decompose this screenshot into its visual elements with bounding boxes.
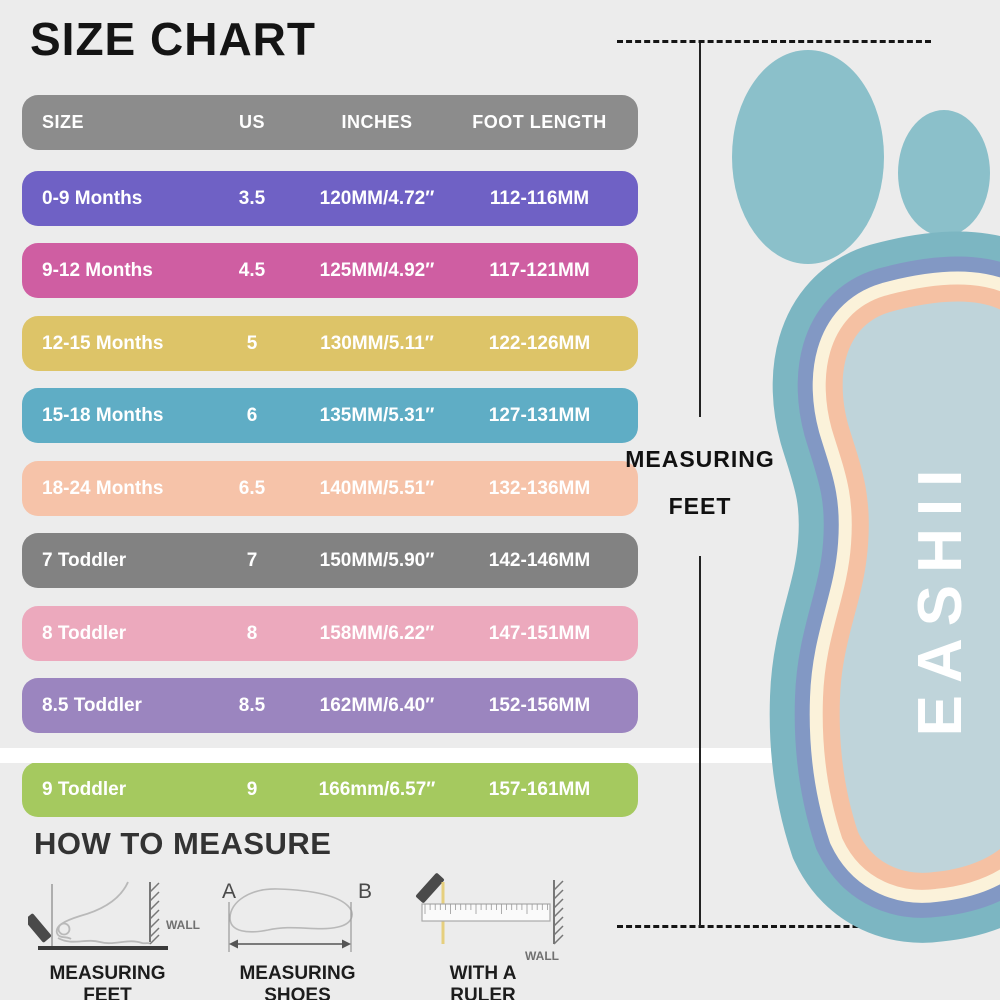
cell-size: 9 Toddler [42, 778, 127, 800]
guide-vertical-line-lower [699, 556, 701, 927]
cell-foot-length: 122-126MM [488, 332, 591, 354]
wall-text: WALL [525, 949, 559, 963]
cell-us: 8.5 [238, 694, 266, 716]
cell-inches: 150MM/5.90″ [319, 549, 435, 571]
big-toe-oval [732, 50, 884, 264]
table-row: 8 Toddler 8 158MM/6.22″ 147-151MM [22, 606, 638, 661]
cell-inches: 125MM/4.92″ [319, 259, 435, 281]
cell-size: 9-12 Months [42, 259, 153, 281]
cell-foot-length: 142-146MM [488, 549, 591, 571]
guide-dashed-bottom-line [617, 925, 931, 928]
table-row: 15-18 Months 6 135MM/5.31″ 127-131MM [22, 388, 638, 443]
cell-inches: 166mm/6.57″ [318, 778, 436, 800]
wall-text: WALL [166, 918, 200, 932]
cell-size: 8 Toddler [42, 622, 127, 644]
foot-sketch [55, 881, 151, 945]
cell-size: 18-24 Months [42, 477, 164, 499]
shoe-sole-outline [229, 888, 353, 933]
cell-foot-length: 157-161MM [488, 778, 591, 800]
cell-size: 0-9 Months [42, 187, 143, 209]
guide-vertical-line-upper [699, 43, 701, 417]
cell-inches: 140MM/5.51″ [319, 477, 435, 499]
cell-us: 9 [246, 778, 258, 800]
cell-size: 12-15 Months [42, 332, 164, 354]
wall-icon [553, 880, 564, 945]
cell-inches: 162MM/6.40″ [319, 694, 435, 716]
point-a-label: A [222, 880, 236, 903]
cell-us: 5 [246, 332, 258, 354]
with-a-ruler-caption: WITH A RULER [449, 963, 517, 1000]
pencil-icon [28, 913, 52, 943]
table-row: 0-9 Months 3.5 120MM/4.72″ 112-116MM [22, 171, 638, 226]
header-size: SIZE [42, 112, 85, 132]
ruler-icon [421, 903, 551, 922]
footprint-rings-graphic [769, 231, 1000, 943]
header-us: US [238, 112, 265, 132]
page-title: SIZE CHART [30, 13, 316, 65]
table-row: 18-24 Months 6.5 140MM/5.51″ 132-136MM [22, 461, 638, 516]
cell-size: 8.5 Toddler [42, 694, 142, 716]
how-to-measure-heading: HOW TO MEASURE [34, 826, 332, 861]
length-arrow-icon [229, 939, 351, 949]
measuring-feet-caption: MEASURING FEET [49, 963, 166, 1000]
measuring-shoes-caption: MEASURING SHOES [239, 963, 356, 1000]
table-row: 9 Toddler 9 166mm/6.57″ 157-161MM [22, 762, 638, 817]
cell-inches: 135MM/5.31″ [319, 404, 435, 426]
table-row: 7 Toddler 7 150MM/5.90″ 142-146MM [22, 533, 638, 588]
cell-us: 7 [246, 549, 258, 571]
point-b-label: B [358, 880, 372, 903]
with-a-ruler-diagram: WALL [416, 873, 564, 963]
cell-foot-length: 127-131MM [488, 404, 591, 426]
measuring-feet-label: MEASURING FEET [610, 446, 790, 540]
pencil-icon [416, 873, 444, 903]
table-row: 12-15 Months 5 130MM/5.11″ 122-126MM [22, 316, 638, 371]
measuring-shoes-diagram: A B [222, 880, 372, 952]
table-row: 9-12 Months 4.5 125MM/4.92″ 117-121MM [22, 243, 638, 298]
measuring-feet-label-line1: MEASURING [625, 446, 775, 472]
small-toe-oval [898, 110, 990, 236]
header-foot-length: FOOT LENGTH [472, 112, 607, 132]
cell-foot-length: 112-116MM [489, 187, 590, 209]
cell-us: 3.5 [238, 187, 266, 209]
cell-foot-length: 117-121MM [489, 259, 590, 281]
cell-size: 7 Toddler [42, 549, 127, 571]
measuring-feet-diagram: WALL [28, 881, 200, 950]
cell-inches: 158MM/6.22″ [319, 622, 435, 644]
measuring-feet-label-line2: FEET [668, 493, 732, 519]
cell-us: 6.5 [238, 477, 266, 499]
table-header-row: SIZE US INCHES FOOT LENGTH [22, 95, 638, 150]
table-row: 8.5 Toddler 8.5 162MM/6.40″ 152-156MM [22, 678, 638, 733]
cell-size: 15-18 Months [42, 404, 164, 426]
cell-us: 4.5 [238, 259, 266, 281]
cell-inches: 120MM/4.72″ [319, 187, 435, 209]
cell-us: 6 [246, 404, 258, 426]
cell-foot-length: 152-156MM [488, 694, 591, 716]
cell-foot-length: 147-151MM [488, 622, 591, 644]
wall-icon [149, 882, 160, 945]
cell-foot-length: 132-136MM [488, 477, 591, 499]
white-divider-strip [0, 748, 1000, 763]
guide-dashed-top-line [617, 40, 931, 43]
cell-inches: 130MM/5.11″ [320, 332, 434, 354]
header-inches: INCHES [341, 112, 413, 132]
cell-us: 8 [246, 622, 258, 644]
foot-outline-rings [769, 231, 1000, 943]
brand-vertical-text: EASHII [906, 457, 975, 737]
